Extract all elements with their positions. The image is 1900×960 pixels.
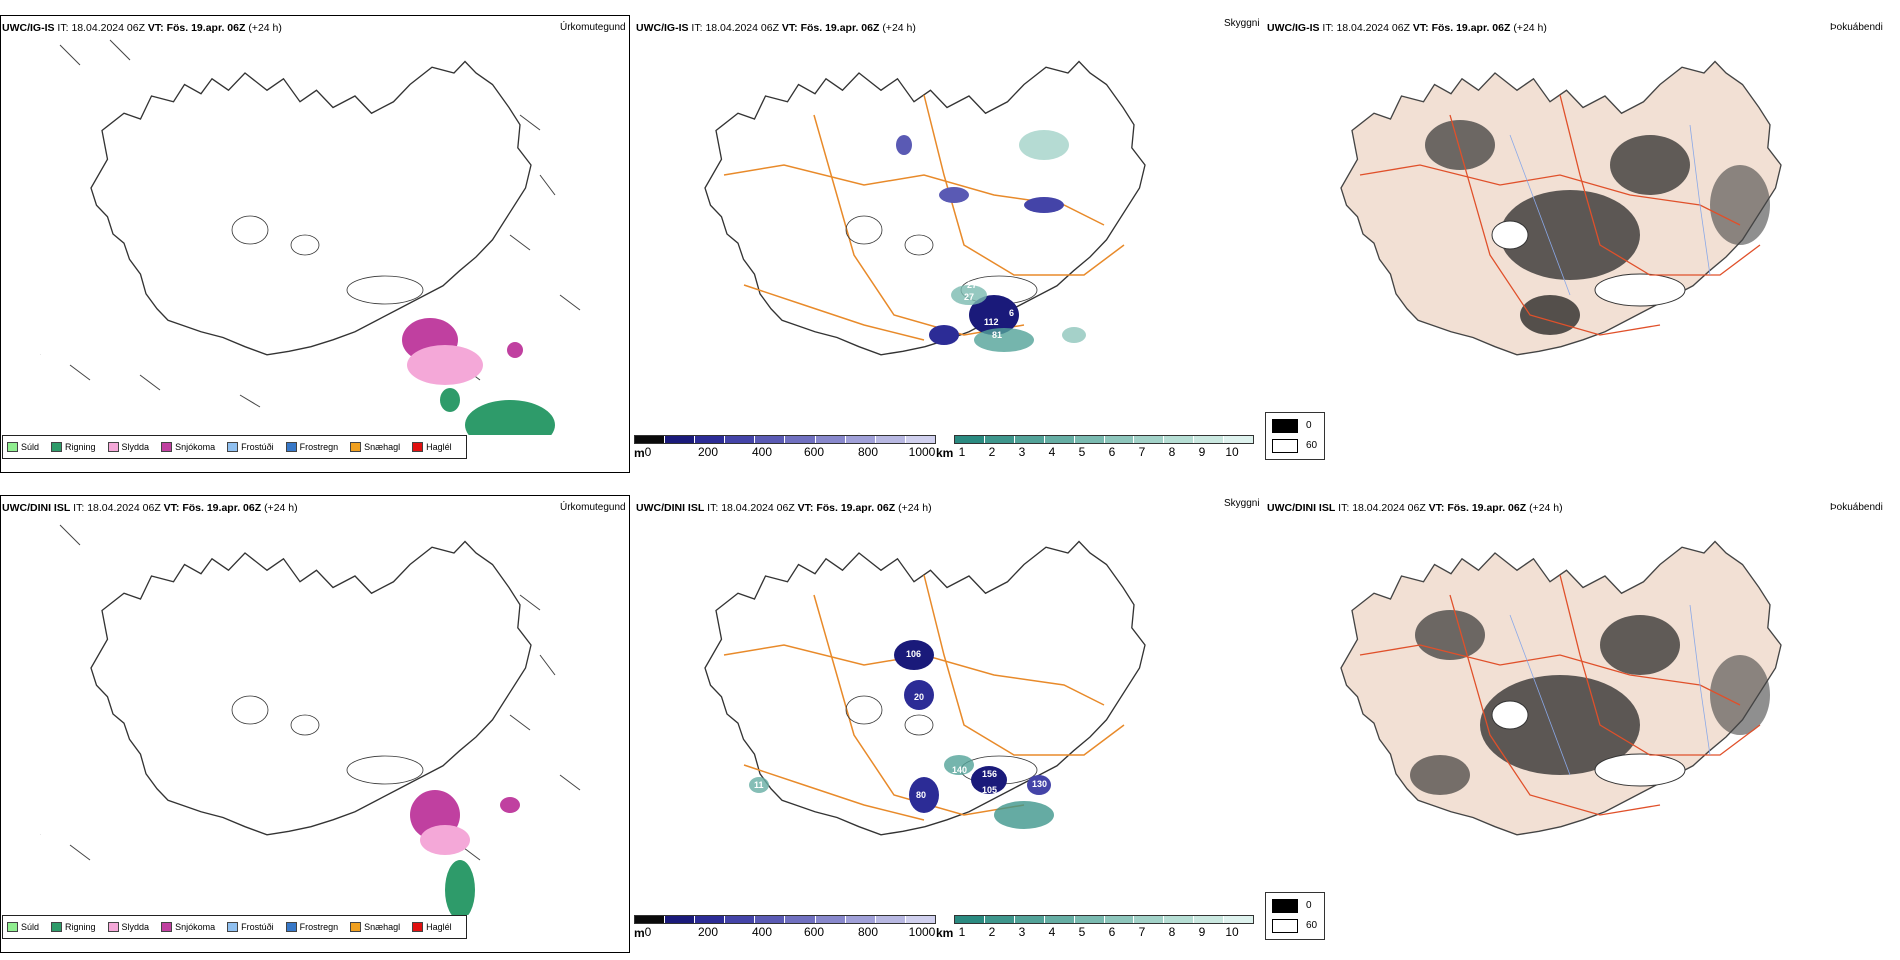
fog-panel-label: Þokuábendi (1830, 22, 1883, 33)
legend-snaehagl: Snæhagl (350, 442, 400, 452)
ceiling-colorbar: 0 200 400 600 800 1000 (634, 915, 936, 943)
svg-text:81: 81 (992, 330, 1002, 340)
low-vis-areas (749, 755, 1054, 829)
fog-panel: UWC/DINI ISL IT: 18.04.2024 06Z VT: Fös.… (1265, 490, 1900, 955)
precip-type-panel: UWC/IG-IS IT: 18.04.2024 06Z VT: Fös. 19… (0, 10, 632, 475)
ceiling-colorbar: 0 200 400 600 800 1000 (634, 435, 936, 463)
fog-panel: UWC/IG-IS IT: 18.04.2024 06Z VT: Fös. 19… (1265, 10, 1900, 475)
svg-text:106: 106 (906, 649, 921, 659)
precip-type-panel: UWC/DINI ISL IT: 18.04.2024 06Z VT: Fös.… (0, 490, 632, 955)
visibility-colorbar: 1 2 3 4 5 6 7 8 9 10 (954, 915, 1254, 943)
panel-title: UWC/DINI ISL IT: 18.04.2024 06Z VT: Fös.… (636, 502, 932, 514)
svg-text:112: 112 (984, 317, 999, 327)
legend-rigning: Rigning (51, 442, 96, 452)
precip-areas (410, 790, 520, 915)
precip-map-frame (0, 15, 630, 473)
panel-title: UWC/DINI ISL IT: 18.04.2024 06Z VT: Fös.… (2, 502, 298, 514)
fog-panel-label: Þokuábendi (1830, 502, 1883, 513)
fog-areas (1425, 120, 1770, 335)
visibility-panel: UWC/IG-IS IT: 18.04.2024 06Z VT: Fös. 19… (634, 10, 1264, 475)
low-ceiling-areas (896, 135, 1064, 345)
svg-text:80: 80 (916, 790, 926, 800)
precip-areas (402, 318, 555, 435)
model-name: UWC/DINI ISL (2, 502, 71, 514)
model-name: UWC/IG-IS (2, 22, 55, 34)
forecast-row-ig-is: UWC/IG-IS IT: 18.04.2024 06Z VT: Fös. 19… (0, 10, 1900, 480)
vt-value: Fös. 19.apr. 06Z (166, 22, 246, 34)
panel-title: UWC/IG-IS IT: 18.04.2024 06Z VT: Fös. 19… (2, 22, 282, 34)
precip-legend: Súld Rigning Slydda Snjókoma Frostúði Fr… (2, 435, 467, 459)
precip-panel-label: Úrkomutegund (560, 22, 626, 33)
low-ceiling-areas (894, 640, 1051, 813)
ceiling-unit: m (634, 926, 645, 940)
visibility-panel-label: Skyggni (1224, 18, 1260, 29)
precip-map (40, 39, 581, 435)
svg-text:156: 156 (982, 769, 997, 779)
legend-snjokoma: Snjókoma (161, 442, 215, 452)
legend-sudl: Súld (7, 442, 39, 452)
svg-text:140: 140 (952, 765, 967, 775)
visibility-unit: km (936, 926, 954, 940)
visibility-map: 27 27 112 81 6 (704, 60, 1146, 356)
fog-legend: 0 60 (1265, 892, 1325, 940)
ceiling-number-labels: 27 27 112 81 6 (964, 280, 1014, 340)
panel-title: UWC/IG-IS IT: 18.04.2024 06Z VT: Fös. 19… (636, 22, 916, 34)
glaciers (231, 695, 424, 785)
fog-areas (1410, 610, 1770, 795)
vt-label: VT: (147, 22, 164, 34)
fog-map (1340, 540, 1782, 836)
forecast-row-dini-isl: UWC/DINI ISL IT: 18.04.2024 06Z VT: Fös.… (0, 490, 1900, 960)
legend-frostregn: Frostregn (285, 442, 338, 452)
svg-text:130: 130 (1032, 779, 1047, 789)
svg-text:11: 11 (754, 780, 764, 790)
fog-map (1340, 60, 1782, 356)
ceiling-number-labels: 106 20 140 156 105 130 80 11 (754, 649, 1047, 800)
legend-frostudi: Frostúði (227, 442, 274, 452)
it-value: 18.04.2024 06Z (71, 22, 145, 34)
precip-panel-label: Úrkomutegund (560, 502, 626, 513)
model-name: UWC/IG-IS (1267, 22, 1320, 34)
fog-legend: 0 60 (1265, 412, 1325, 460)
precip-legend: Súld Rigning Slydda Snjókoma Frostúði Fr… (2, 915, 467, 939)
it-label: IT: (57, 22, 69, 34)
legend-slydda: Slydda (107, 442, 149, 452)
precip-map (40, 524, 581, 915)
visibility-panel: UWC/DINI ISL IT: 18.04.2024 06Z VT: Fös.… (634, 490, 1264, 955)
visibility-colorbar: 1 2 3 4 5 6 7 8 9 10 (954, 435, 1254, 463)
rivers (1509, 124, 1711, 296)
svg-text:6: 6 (1009, 308, 1014, 318)
svg-text:20: 20 (914, 692, 924, 702)
visibility-map: 106 20 140 156 105 130 80 11 (704, 540, 1146, 836)
lead-time: (+24 h) (248, 22, 282, 34)
model-name: UWC/IG-IS (636, 22, 689, 34)
wind-barbs (40, 524, 581, 861)
ceiling-unit: m (634, 446, 645, 460)
visibility-panel-label: Skyggni (1224, 498, 1260, 509)
svg-text:27: 27 (964, 292, 974, 302)
svg-text:27: 27 (967, 280, 977, 290)
rivers (1509, 604, 1711, 776)
visibility-unit: km (936, 446, 954, 460)
svg-text:105: 105 (982, 785, 997, 795)
panel-title: UWC/IG-IS IT: 18.04.2024 06Z VT: Fös. 19… (1267, 22, 1547, 34)
glaciers (231, 215, 424, 305)
legend-haglel: Haglél (412, 442, 452, 452)
panel-title: UWC/DINI ISL IT: 18.04.2024 06Z VT: Fös.… (1267, 502, 1563, 514)
low-vis-areas (951, 130, 1086, 352)
